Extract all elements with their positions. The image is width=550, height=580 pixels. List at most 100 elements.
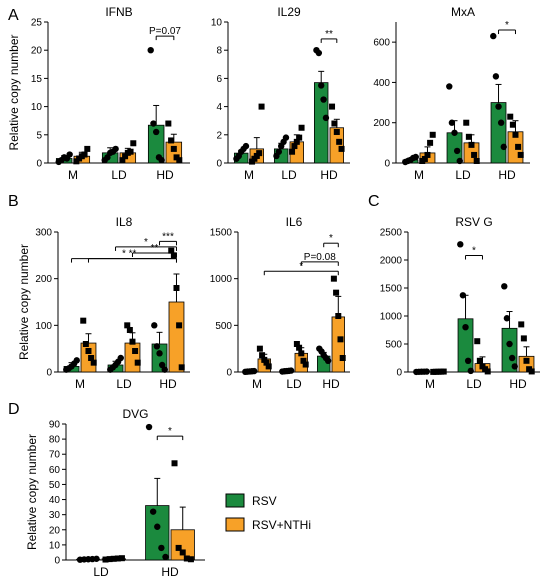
data-point-rsv — [242, 142, 250, 150]
data-point-rsv — [511, 363, 518, 370]
data-point-rsv — [457, 241, 464, 248]
y-axis-label: Relative copy number — [7, 34, 21, 150]
y-tick-label: 80 — [49, 435, 61, 446]
data-point-rsv-nthi — [110, 555, 117, 562]
y-tick-label: 25 — [31, 18, 43, 29]
y-tick-label: 20 — [49, 525, 61, 536]
data-point-rsv-nthi — [127, 148, 134, 155]
data-point-rsv — [156, 350, 163, 357]
data-point-rsv-nthi — [463, 119, 470, 126]
data-point-rsv — [324, 357, 332, 364]
data-point-rsv-nthi — [84, 145, 91, 152]
data-point-rsv-nthi — [81, 151, 88, 158]
data-point-rsv-nthi — [122, 153, 129, 160]
y-tick-label: 0 — [384, 159, 390, 170]
significance-label: * — [472, 246, 476, 257]
data-point-rsv-nthi — [421, 155, 428, 162]
x-tick-label: LD — [281, 168, 297, 182]
data-point-rsv — [448, 119, 456, 126]
legend-label-rsv-nthi: RSV+NTHi — [252, 518, 311, 532]
data-point-rsv-nthi — [335, 313, 342, 319]
data-point-rsv-nthi — [507, 113, 514, 120]
significance-label: P=0.08 — [304, 252, 336, 263]
data-point-rsv — [66, 151, 73, 158]
data-point-rsv-nthi — [296, 344, 303, 351]
y-axis-label: Relative copy number — [17, 244, 31, 360]
x-tick-label: LD — [286, 377, 302, 391]
data-point-rsv — [117, 354, 124, 362]
y-tick-label: 200 — [35, 274, 52, 285]
data-point-rsv — [162, 553, 169, 561]
y-tick-label: 1500 — [210, 228, 233, 239]
data-point-rsv — [282, 134, 290, 141]
data-point-rsv-nthi — [118, 555, 125, 562]
data-point-rsv — [446, 83, 453, 90]
data-point-rsv-nthi — [429, 131, 436, 138]
panel-label-A: A — [8, 7, 19, 24]
data-point-rsv — [506, 340, 513, 348]
data-point-rsv — [153, 343, 161, 350]
data-point-rsv-nthi — [176, 322, 183, 329]
svg-text:D: D — [8, 401, 20, 418]
y-tick-label: 0 — [54, 556, 60, 567]
x-tick-label: M — [75, 377, 85, 391]
x-tick-label: M — [414, 168, 424, 182]
y-tick-label: 2 — [216, 130, 222, 141]
significance-label: ** — [151, 243, 159, 254]
data-point-rsv — [318, 82, 325, 89]
data-point-rsv — [322, 114, 330, 122]
significance-label: * — [329, 233, 333, 244]
panel-label-B: B — [8, 193, 19, 210]
data-point-rsv — [459, 292, 467, 299]
data-point-rsv — [158, 544, 165, 552]
data-point-rsv — [501, 283, 508, 290]
data-point-rsv — [490, 32, 497, 40]
data-point-rsv-nthi — [300, 357, 307, 364]
data-point-rsv-nthi — [130, 140, 137, 147]
data-point-rsv-nthi — [165, 120, 172, 127]
x-tick-label: M — [68, 168, 78, 182]
data-point-rsv-nthi — [440, 368, 447, 375]
chart-panel-dvg: DVG Relative copy number 0 10 20 30 40 50 60 70 80… — [25, 407, 205, 579]
data-point-rsv — [73, 357, 80, 364]
data-point-rsv-nthi — [119, 157, 126, 164]
data-point-rsv-nthi — [517, 151, 524, 158]
data-point-rsv-nthi — [124, 322, 131, 329]
significance-label: ** — [325, 29, 333, 40]
y-tick-label: 15 — [31, 74, 43, 85]
panel-label-C: C — [368, 193, 380, 210]
data-point-rsv-nthi — [331, 120, 338, 127]
data-point-rsv-nthi — [126, 327, 133, 333]
significance-label: * — [168, 426, 172, 437]
data-point-rsv-nthi — [338, 145, 345, 152]
data-point-rsv-nthi — [88, 355, 95, 361]
data-point-rsv-nthi — [85, 348, 92, 354]
data-point-rsv-nthi — [298, 350, 305, 357]
data-point-rsv-nthi — [90, 359, 97, 366]
y-tick-label: 1000 — [380, 312, 403, 323]
data-point-rsv — [145, 423, 153, 431]
data-point-rsv-nthi — [187, 556, 194, 563]
y-tick-label: 1000 — [210, 274, 233, 285]
x-tick-label: HD — [509, 377, 527, 391]
data-point-rsv-nthi — [175, 544, 182, 551]
data-point-rsv-nthi — [179, 549, 186, 556]
data-point-rsv — [320, 96, 327, 103]
data-point-rsv-nthi — [476, 357, 483, 364]
data-point-rsv-nthi — [259, 352, 266, 359]
y-tick-label: 6 — [216, 74, 222, 85]
data-point-rsv — [158, 156, 165, 164]
y-tick-label: 40 — [49, 495, 61, 506]
data-point-rsv-nthi — [474, 338, 481, 345]
data-point-rsv-nthi — [258, 103, 265, 110]
data-point-rsv-nthi — [170, 252, 177, 259]
data-point-rsv-nthi — [170, 145, 177, 152]
data-point-rsv-nthi — [171, 460, 178, 467]
y-tick-label: 70 — [49, 450, 61, 461]
data-point-rsv — [467, 367, 474, 375]
x-tick-label: HD — [498, 168, 516, 182]
y-tick-label: 2500 — [380, 228, 403, 239]
y-tick-label: 10 — [31, 102, 43, 113]
legend-label-rsv: RSV — [252, 494, 277, 508]
